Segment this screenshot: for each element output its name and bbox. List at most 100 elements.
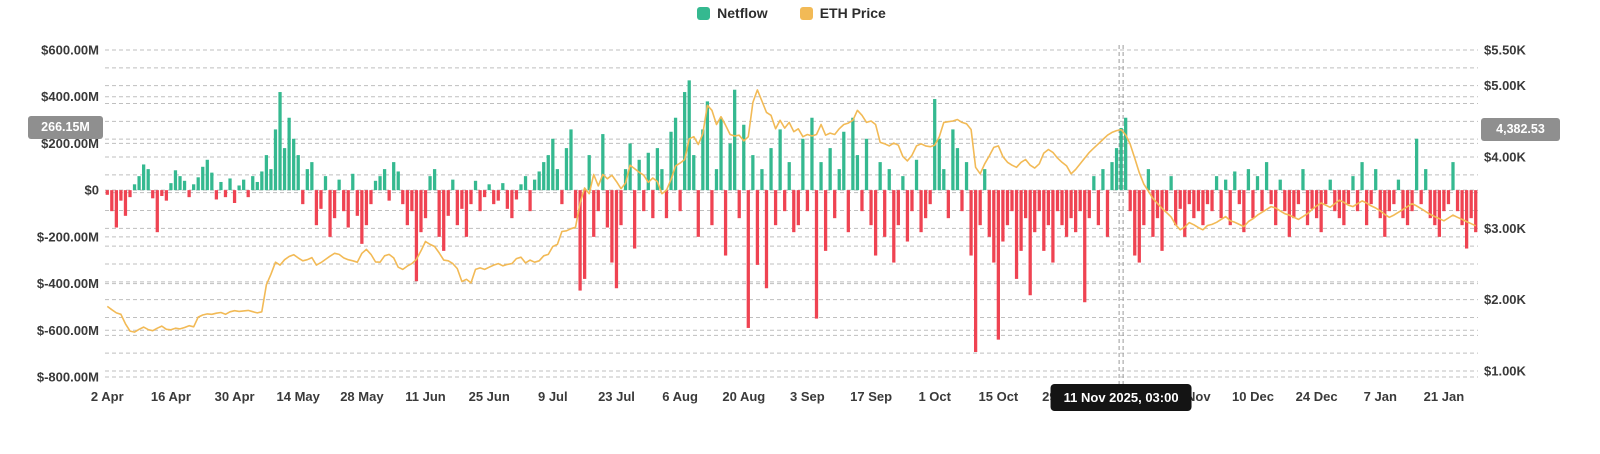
netflow-bar[interactable] <box>683 92 687 191</box>
netflow-bar[interactable] <box>801 138 805 191</box>
netflow-bar[interactable] <box>914 159 919 191</box>
netflow-bar[interactable] <box>419 190 423 233</box>
netflow-bar[interactable] <box>996 190 1000 340</box>
netflow-bar[interactable] <box>883 190 887 237</box>
netflow-bar[interactable] <box>519 184 523 191</box>
netflow-bar[interactable] <box>1410 190 1414 212</box>
netflow-bar[interactable] <box>1319 190 1323 233</box>
netflow-bar[interactable] <box>1433 190 1437 226</box>
netflow-bar[interactable] <box>319 190 323 209</box>
netflow-bar[interactable] <box>1314 190 1319 219</box>
netflow-bar[interactable] <box>123 190 128 216</box>
netflow-bar[interactable] <box>992 190 996 263</box>
netflow-bar[interactable] <box>301 190 305 205</box>
netflow-bar[interactable] <box>260 171 264 191</box>
netflow-bar[interactable] <box>292 138 296 191</box>
netflow-bar[interactable] <box>1269 190 1273 205</box>
netflow-bar[interactable] <box>710 190 714 226</box>
netflow-bar[interactable] <box>464 190 469 237</box>
netflow-bar[interactable] <box>532 179 537 191</box>
netflow-bar[interactable] <box>555 169 559 191</box>
netflow-bar[interactable] <box>269 169 273 191</box>
netflow-bar[interactable] <box>1010 190 1014 212</box>
netflow-bar[interactable] <box>1124 117 1128 191</box>
netflow-bar[interactable] <box>1192 190 1196 219</box>
netflow-bar[interactable] <box>1455 190 1460 212</box>
netflow-bar[interactable] <box>687 80 691 191</box>
netflow-bar[interactable] <box>1078 190 1082 212</box>
netflow-bar[interactable] <box>755 190 760 265</box>
netflow-bar[interactable] <box>787 162 791 191</box>
netflow-bar[interactable] <box>773 190 778 226</box>
netflow-bar[interactable] <box>546 155 550 191</box>
netflow-bar[interactable] <box>960 190 964 212</box>
netflow-bar[interactable] <box>392 162 396 191</box>
netflow-bar[interactable] <box>955 148 960 191</box>
netflow-bar[interactable] <box>792 190 796 233</box>
netflow-bar[interactable] <box>669 131 673 191</box>
netflow-bar[interactable] <box>855 155 860 191</box>
netflow-bar[interactable] <box>428 176 432 191</box>
netflow-bar[interactable] <box>246 190 250 198</box>
netflow-bar[interactable] <box>1460 190 1464 226</box>
netflow-bar[interactable] <box>733 89 737 191</box>
netflow-bar[interactable] <box>105 190 109 195</box>
netflow-bar[interactable] <box>1133 190 1137 256</box>
netflow-bar[interactable] <box>505 190 509 209</box>
netflow-bar[interactable] <box>510 190 514 219</box>
netflow-bar[interactable] <box>1374 169 1378 191</box>
netflow-bar[interactable] <box>1310 190 1314 209</box>
netflow-bar[interactable] <box>237 185 241 191</box>
netflow-bar[interactable] <box>373 180 378 191</box>
netflow-bar[interactable] <box>432 169 437 191</box>
netflow-bar[interactable] <box>423 190 428 219</box>
netflow-bar[interactable] <box>1037 190 1041 212</box>
netflow-bar[interactable] <box>305 169 309 191</box>
netflow-bar[interactable] <box>1055 190 1060 212</box>
netflow-bar[interactable] <box>551 138 555 191</box>
netflow-bar[interactable] <box>814 190 819 319</box>
netflow-bar[interactable] <box>873 190 878 256</box>
netflow-bar[interactable] <box>528 190 532 212</box>
netflow-bar[interactable] <box>173 170 178 191</box>
netflow-bar[interactable] <box>178 176 182 191</box>
netflow-bar[interactable] <box>1351 176 1355 191</box>
netflow-bar[interactable] <box>192 184 196 191</box>
netflow-bar[interactable] <box>410 190 414 212</box>
netflow-bar[interactable] <box>719 117 723 191</box>
netflow-bar[interactable] <box>678 190 682 212</box>
netflow-bar[interactable] <box>560 190 564 205</box>
netflow-bar[interactable] <box>1255 176 1260 191</box>
netflow-bar[interactable] <box>214 190 219 200</box>
netflow-bar[interactable] <box>1296 190 1301 205</box>
netflow-bar[interactable] <box>360 190 364 244</box>
netflow-bar[interactable] <box>1424 169 1428 191</box>
netflow-bar[interactable] <box>828 148 832 191</box>
netflow-bar[interactable] <box>1051 190 1055 263</box>
netflow-bar[interactable] <box>887 169 891 191</box>
netflow-bar[interactable] <box>696 190 700 237</box>
netflow-bar[interactable] <box>1146 169 1151 191</box>
netflow-bar[interactable] <box>760 169 764 191</box>
netflow-bar[interactable] <box>1069 190 1073 219</box>
netflow-bar[interactable] <box>587 155 591 191</box>
netflow-bar[interactable] <box>569 129 573 191</box>
netflow-bar[interactable] <box>142 164 146 191</box>
netflow-bar[interactable] <box>378 176 382 191</box>
netflow-bar[interactable] <box>1328 179 1332 191</box>
netflow-bar[interactable] <box>751 155 755 191</box>
netflow-bar[interactable] <box>846 190 850 233</box>
netflow-bar[interactable] <box>842 131 846 191</box>
netflow-bar[interactable] <box>973 190 978 352</box>
netflow-bar[interactable] <box>878 162 882 191</box>
netflow-bar[interactable] <box>473 180 478 191</box>
netflow-bar[interactable] <box>1465 190 1469 249</box>
netflow-bar[interactable] <box>564 148 569 191</box>
netflow-bar[interactable] <box>405 190 409 226</box>
netflow-bar[interactable] <box>351 173 355 191</box>
netflow-bar[interactable] <box>1305 190 1310 226</box>
netflow-bar[interactable] <box>1178 190 1182 209</box>
netflow-bar[interactable] <box>1005 190 1010 226</box>
netflow-bar[interactable] <box>969 190 973 256</box>
netflow-bar[interactable] <box>469 190 473 205</box>
